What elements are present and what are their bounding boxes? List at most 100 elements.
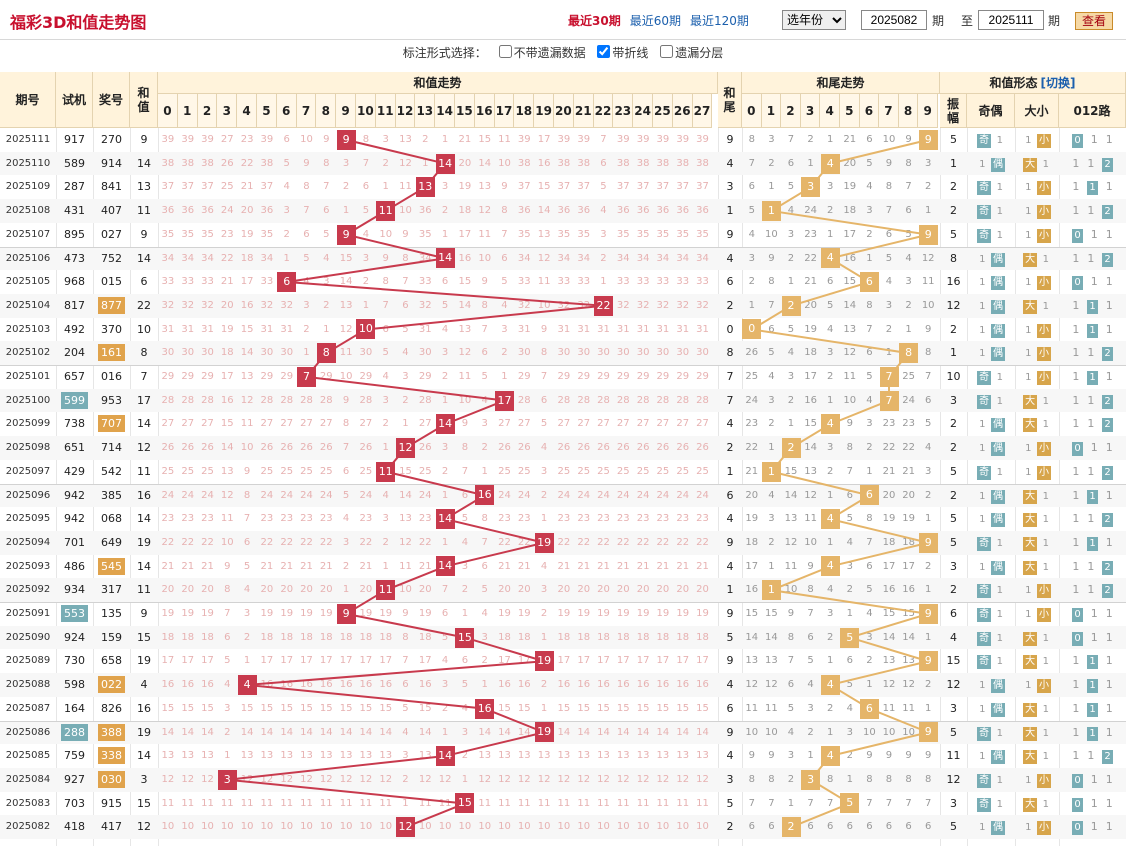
sum-miss-cell: 30 <box>161 347 175 359</box>
shape-switch-link[interactable]: [切换] <box>1040 75 1076 90</box>
option-polyline-checkbox[interactable] <box>597 45 611 58</box>
sum-miss-cell: 7 <box>323 181 330 193</box>
sum-miss-cell: 29 <box>636 371 650 382</box>
range-30-link[interactable]: 最近30期 <box>568 14 621 28</box>
prize-cell: 016 <box>93 365 130 389</box>
sum-miss-cell: 2 <box>362 276 370 288</box>
period-header[interactable]: 期号 <box>0 72 56 128</box>
option-polyline[interactable]: 带折线 <box>597 45 648 60</box>
sum-miss-cell: 17 <box>240 276 254 288</box>
tail-miss-cell: 1 <box>827 655 834 667</box>
sum-miss-cell: 18 <box>597 631 610 643</box>
tail-miss-cell: 1 <box>885 347 893 359</box>
option-miss-layer[interactable]: 遗漏分层 <box>660 45 723 60</box>
sum-miss-cell: 2 <box>422 134 429 145</box>
sum-miss-cell: 4 <box>224 679 231 691</box>
sum-miss-cell: 5 <box>323 228 330 240</box>
period-cell: 2025101 <box>5 371 51 382</box>
tail-miss-cell: 9 <box>768 252 775 264</box>
prize-cell: 658 <box>93 649 130 673</box>
sum-miss-cell: 29 <box>161 371 175 382</box>
sum-cell: 19 <box>137 654 151 668</box>
sum-miss-cell: 31 <box>656 323 670 335</box>
tail-miss-cell: 6 <box>866 560 873 572</box>
sum-miss-cell: 30 <box>181 347 195 359</box>
prize-number: 841 <box>101 180 122 194</box>
sum-miss-cell: 18 <box>557 631 571 643</box>
amp-cell: 2 <box>950 441 957 455</box>
tail-miss-cell: 12 <box>902 679 915 691</box>
tail-miss-cell: 9 <box>905 134 912 145</box>
trial-cell: 164 <box>56 697 93 721</box>
sum-cell: 22 <box>137 298 151 312</box>
trial-number: 759 <box>64 749 85 763</box>
option-no-miss[interactable]: 不带遗漏数据 <box>498 45 586 60</box>
sum-miss-cell: 12 <box>399 157 412 169</box>
tail-miss-cell: 4 <box>827 323 834 335</box>
option-no-miss-checkbox[interactable] <box>498 45 512 58</box>
year-select[interactable]: 选年份 <box>782 10 846 30</box>
sum-miss-cell: 28 <box>676 394 690 406</box>
oddeven-cell: 奇 1 <box>977 726 1003 741</box>
sum-miss-cell: 3 <box>540 584 548 596</box>
sum-miss-cell: 5 <box>303 252 310 264</box>
sum-miss-cell: 32 <box>636 299 650 311</box>
oddeven-cell: 1 偶 <box>979 513 1005 528</box>
trial-cell: 553 <box>56 602 93 626</box>
sum-miss-cell: 1 <box>382 181 389 193</box>
sum-miss-cell: 11 <box>399 181 412 193</box>
tail-cell: 1 <box>726 204 734 218</box>
to-period-input[interactable] <box>978 10 1044 30</box>
sum-miss-cell: 31 <box>201 323 214 335</box>
sum-miss-cell: 26 <box>319 442 333 454</box>
sum-miss-cell: 10 <box>339 821 353 833</box>
sum-miss-cell: 13 <box>458 323 472 335</box>
tail-miss-cell: 7 <box>866 536 873 548</box>
sum-miss-cell: 22 <box>636 536 650 548</box>
query-button[interactable]: 查看 <box>1075 12 1113 30</box>
sum-miss-cell: 23 <box>220 228 234 240</box>
sum-miss-cell: 2 <box>283 228 290 240</box>
sum-miss-cell: 3 <box>441 181 449 193</box>
tail-ball: 9 <box>918 722 938 743</box>
range-120-link[interactable]: 最近120期 <box>689 14 749 28</box>
sum-miss-cell: 13 <box>300 750 313 762</box>
sum-miss-cell: 6 <box>461 655 469 667</box>
sum-miss-cell: 14 <box>201 726 214 738</box>
bigsmall-cell: 大 1 <box>1023 631 1049 646</box>
sum-miss-cell: 18 <box>517 631 531 643</box>
sum-miss-cell: 6 <box>501 252 508 264</box>
tail-cell: 1 <box>726 464 734 478</box>
tail-miss-cell: 14 <box>745 631 759 643</box>
sum-miss-cell: 30 <box>517 347 531 359</box>
sum-miss-cell: 11 <box>676 797 690 809</box>
prize-number: 649 <box>101 535 122 549</box>
sum-miss-cell: 35 <box>616 228 630 240</box>
sum-miss-cell: 7 <box>303 205 310 217</box>
amp-cell: 1 <box>950 156 957 170</box>
prize-cell: 407 <box>93 199 130 223</box>
period-cell: 2025086 <box>5 726 51 738</box>
sum-miss-cell: 30 <box>636 347 650 359</box>
sum-miss-cell: 35 <box>636 228 650 240</box>
sum-miss-cell: 14 <box>300 726 313 738</box>
sum-miss-cell: 24 <box>260 489 274 501</box>
sum-miss-cell: 28 <box>696 394 709 406</box>
option-miss-layer-checkbox[interactable] <box>660 45 674 58</box>
tail-miss-cell: 21 <box>882 465 896 477</box>
sum-miss-cell: 13 <box>498 750 511 762</box>
sum-miss-cell: 6 <box>243 536 251 548</box>
range-60-link[interactable]: 最近60期 <box>629 14 681 28</box>
sum-miss-cell: 11 <box>478 797 492 809</box>
amp-cell: 11 <box>946 749 961 763</box>
from-period-input[interactable] <box>861 10 927 30</box>
bigsmall-cell: 1 小 <box>1025 276 1051 291</box>
oddeven-cell: 奇 1 <box>977 631 1003 646</box>
tail-miss-cell: 9 <box>748 750 755 762</box>
sum-miss-cell: 39 <box>260 134 274 145</box>
sum-miss-cell: 34 <box>636 252 650 264</box>
sum-miss-cell: 24 <box>498 489 511 501</box>
